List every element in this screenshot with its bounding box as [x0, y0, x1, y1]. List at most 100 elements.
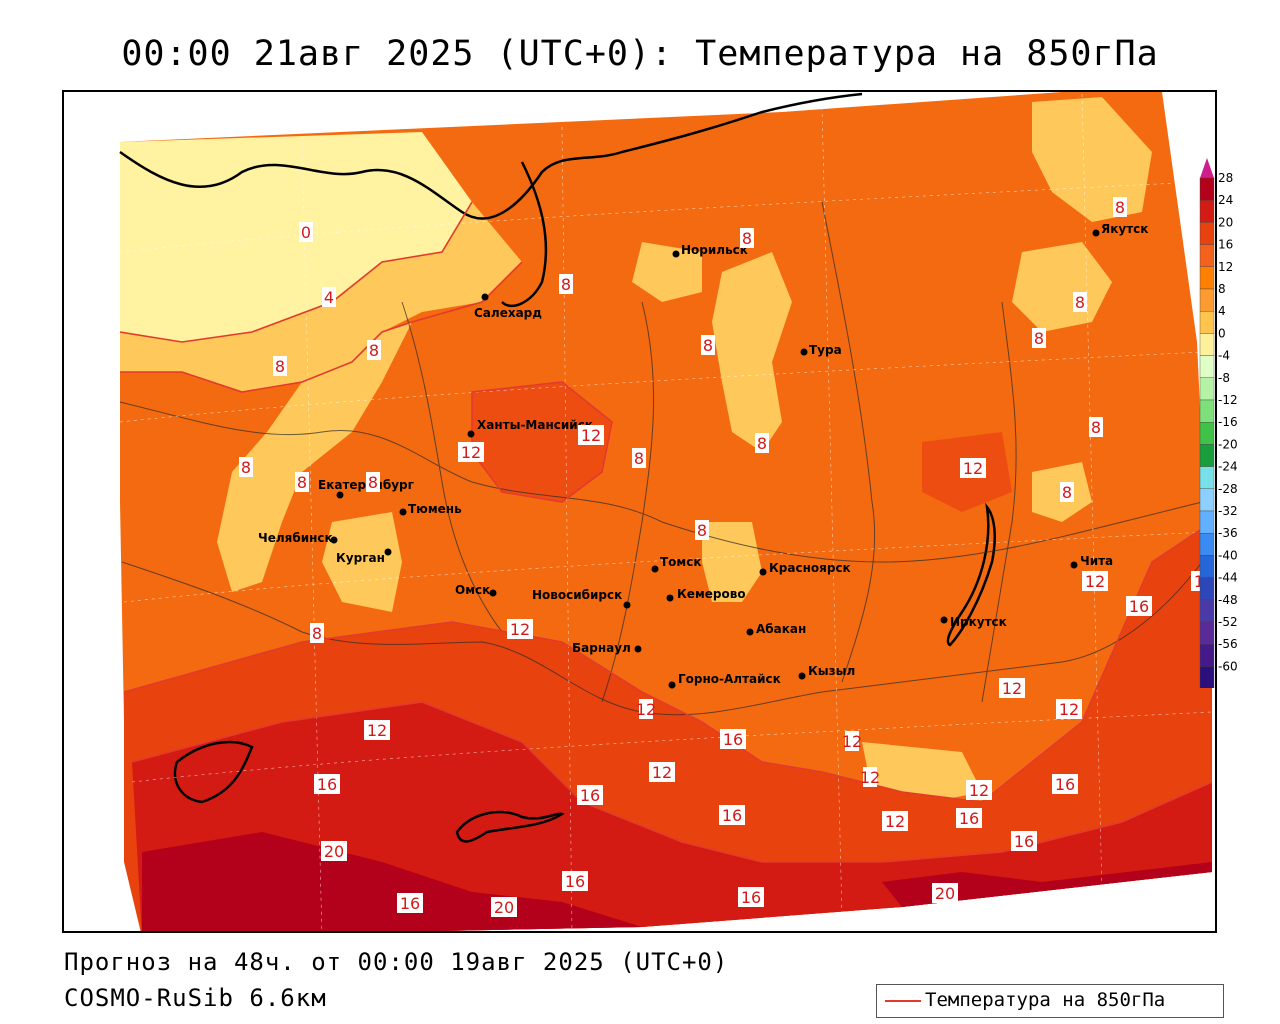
- colorbar-arrow-top: [1200, 158, 1214, 178]
- map-area[interactable]: Норильск Якутск Салехард Тура Ханты-Манс…: [62, 90, 1217, 933]
- city-marker: [634, 645, 642, 653]
- city-label: Кемерово: [677, 587, 746, 601]
- contour-label: 12: [578, 425, 604, 445]
- contour-label: 0: [299, 222, 313, 242]
- colorbar-cell: [1199, 533, 1215, 556]
- contour-label: 12: [1056, 699, 1082, 719]
- svg-text:12: 12: [652, 763, 672, 782]
- colorbar-tick-label: 28: [1218, 171, 1233, 185]
- city-marker: [623, 601, 631, 609]
- svg-text:12: 12: [367, 721, 387, 740]
- contour-label: 12: [999, 678, 1025, 698]
- contour-label: 16: [1052, 774, 1078, 794]
- svg-text:16: 16: [741, 888, 761, 907]
- city-label: Красноярск: [769, 561, 851, 575]
- colorbar-cell: [1199, 399, 1215, 423]
- colorbar-cell: [1199, 266, 1215, 290]
- colorbar-tick-label: 0: [1218, 326, 1226, 340]
- colorbar-cell: [1199, 222, 1215, 245]
- city-marker: [672, 250, 680, 258]
- svg-text:20: 20: [324, 842, 344, 861]
- city-label: Горно-Алтайск: [678, 672, 781, 686]
- colorbar-cell: [1199, 377, 1215, 401]
- svg-text:12: 12: [1002, 679, 1022, 698]
- svg-text:16: 16: [580, 786, 600, 805]
- svg-text:8: 8: [634, 449, 644, 468]
- contour-label: 20: [321, 841, 347, 861]
- baikal-lake: [946, 502, 996, 647]
- zone-8-kurgan: [322, 512, 402, 612]
- colorbar-tick-label: -32: [1218, 504, 1238, 518]
- colorbar-tick-label: 24: [1218, 193, 1233, 207]
- svg-text:12: 12: [969, 781, 989, 800]
- zone-8-urals: [217, 322, 412, 592]
- city-label: Чита: [1080, 554, 1113, 568]
- colorbar-cell: [1199, 488, 1215, 512]
- colorbar-tick-label: 8: [1218, 282, 1226, 296]
- city-marker: [336, 491, 344, 499]
- svg-text:16: 16: [317, 775, 337, 794]
- city-marker: [940, 616, 948, 624]
- svg-text:12: 12: [885, 812, 905, 831]
- city-label: Ханты-Мансийск: [477, 418, 593, 432]
- city-marker: [1070, 561, 1078, 569]
- svg-text:12: 12: [581, 426, 601, 445]
- contour-label: 8: [701, 335, 715, 355]
- colorbar-cell: [1199, 333, 1215, 356]
- colorbar-cell: [1199, 621, 1215, 645]
- svg-text:16: 16: [723, 730, 743, 749]
- contour-label: 8: [1113, 197, 1127, 217]
- colorbar-tick-label: 20: [1218, 215, 1233, 229]
- svg-text:8: 8: [275, 357, 285, 376]
- colorbar-tick-label: -52: [1218, 615, 1238, 629]
- contour-label: 8: [1060, 482, 1074, 502]
- contour-label-group: 0 4 8 8 8 8 8 8 8 8 8 8 8 8 8 8 8 8 8 12…: [239, 197, 1215, 917]
- contour-label: 20: [932, 883, 958, 903]
- colorbar-tick-label: 4: [1218, 304, 1226, 318]
- contour-label: 16: [577, 785, 603, 805]
- contour-label: 16: [397, 893, 423, 913]
- contour-label: 8: [295, 472, 309, 492]
- city-marker: [330, 536, 338, 544]
- colorbar-cell: [1199, 510, 1215, 534]
- colorbar-tick-label: -44: [1218, 571, 1238, 585]
- svg-text:8: 8: [368, 473, 378, 492]
- colorbar: 28 24 20 16 12 8 4 0 -4 -8 -12 -16 -20 -24 -28 -32 -36 -4…: [1199, 158, 1238, 688]
- colorbar-tick-label: -24: [1218, 460, 1238, 474]
- colorbar-tick-label: -60: [1218, 659, 1238, 673]
- colorbar-tick-label: 12: [1218, 260, 1233, 274]
- contour-label: 16: [956, 808, 982, 828]
- legend-line-swatch: [885, 1000, 921, 1002]
- colorbar-tick-label: -8: [1218, 371, 1230, 385]
- city-marker: [668, 681, 676, 689]
- city-label: Челябинск: [258, 531, 333, 545]
- balkhash-lake: [455, 810, 565, 843]
- contour-label: 12: [1082, 571, 1108, 591]
- svg-text:8: 8: [697, 521, 707, 540]
- isotherm-lines: [119, 201, 1213, 863]
- svg-text:8: 8: [757, 434, 767, 453]
- contour-label: 16: [720, 729, 746, 749]
- colorbar-cell: [1199, 355, 1215, 379]
- forecast-info: Прогноз на 48ч. от 00:00 19авг 2025 (UTC…: [64, 948, 729, 976]
- zone-8-krasnoyarsk: [702, 522, 762, 602]
- city-marker: [651, 565, 659, 573]
- zone-8-tura: [712, 252, 792, 452]
- colorbar-cell: [1199, 177, 1215, 201]
- city-label: Екатеринбург: [318, 478, 414, 492]
- svg-text:12: 12: [1059, 700, 1079, 719]
- colorbar-tick-label: -40: [1218, 548, 1238, 562]
- svg-text:8: 8: [369, 341, 379, 360]
- colorbar-cell: [1199, 288, 1215, 312]
- map-title: 00:00 21авг 2025 (UTC+0): Температура на…: [121, 34, 1159, 74]
- svg-text:8: 8: [1075, 293, 1085, 312]
- contour-label: 8: [632, 448, 646, 468]
- contour-label: 20: [491, 897, 517, 917]
- colorbar-cell: [1199, 422, 1215, 445]
- contour-label: 8: [1073, 292, 1087, 312]
- contour-label: 8: [239, 457, 253, 477]
- svg-text:0: 0: [301, 223, 311, 242]
- zone-12-khanty: [472, 382, 612, 502]
- zone-8-norilsk: [632, 242, 702, 302]
- colorbar-tick-label: -28: [1218, 482, 1238, 496]
